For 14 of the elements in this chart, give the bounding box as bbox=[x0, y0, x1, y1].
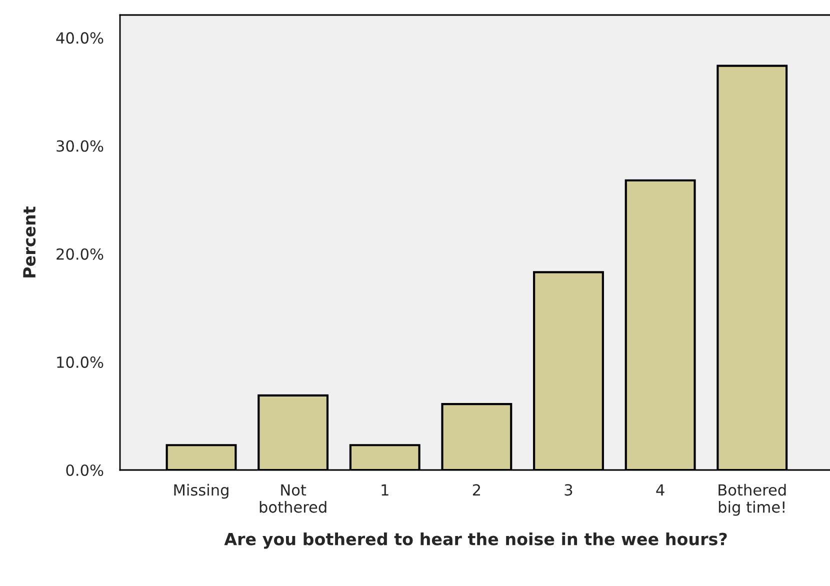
y-tick-label: 0.0% bbox=[66, 464, 104, 476]
x-tick-label: Not bothered bbox=[260, 484, 326, 513]
x-tick-label: 4 bbox=[656, 484, 664, 496]
y-tick-label: 20.0% bbox=[56, 248, 104, 260]
x-axis-title: Are you bothered to hear the noise in the wee hours? bbox=[224, 532, 727, 549]
x-tick-label: 2 bbox=[472, 484, 480, 496]
y-tick-label: 40.0% bbox=[56, 32, 104, 44]
x-tick-label: Bothered big time! bbox=[718, 484, 786, 516]
x-tick-label: 3 bbox=[564, 484, 572, 496]
y-tick-label: 10.0% bbox=[57, 356, 104, 368]
x-tick-label: 1 bbox=[382, 484, 388, 496]
y-tick-label: 30.0% bbox=[56, 140, 104, 152]
y-axis-title: Percent bbox=[23, 206, 36, 278]
x-tick-label: Missing bbox=[174, 484, 228, 499]
